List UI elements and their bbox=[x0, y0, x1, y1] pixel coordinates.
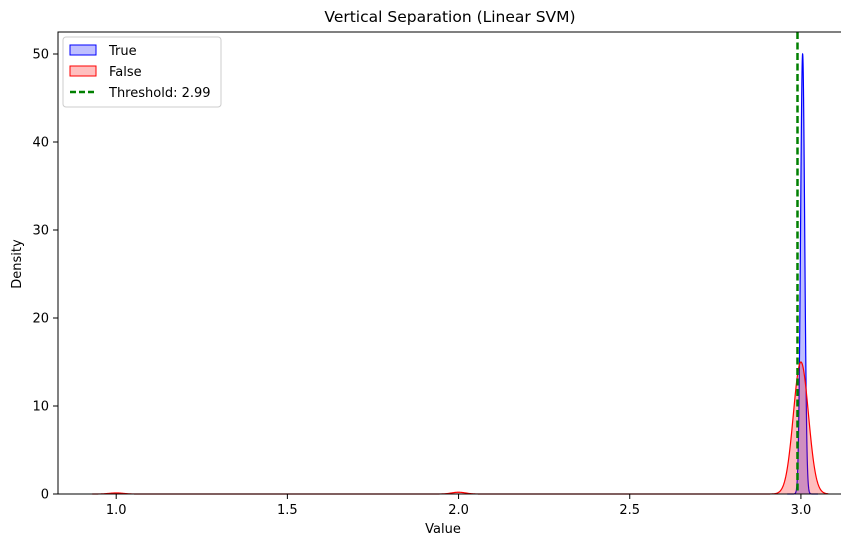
y-axis-label: Density bbox=[10, 239, 25, 289]
plot-area bbox=[57, 31, 841, 495]
x-tick-label: 1.5 bbox=[277, 503, 298, 518]
legend-label-false: False bbox=[109, 65, 142, 80]
density-area-false bbox=[92, 362, 829, 494]
legend-swatch-true bbox=[69, 44, 97, 56]
chart-title: Vertical Separation (Linear SVM) bbox=[324, 8, 575, 26]
legend-label-threshold: Threshold: 2.99 bbox=[108, 86, 211, 101]
x-tick-label: 3.0 bbox=[791, 503, 812, 518]
y-tick-label: 30 bbox=[32, 224, 49, 239]
y-tick-label: 10 bbox=[32, 400, 49, 415]
x-tick-label: 2.5 bbox=[619, 503, 640, 518]
legend-box bbox=[62, 36, 222, 108]
x-axis-label: Value bbox=[425, 522, 461, 537]
plot-frame bbox=[57, 31, 841, 495]
x-tick-label: 2.0 bbox=[448, 503, 469, 518]
y-tick-label: 40 bbox=[32, 136, 49, 151]
y-tick-label: 20 bbox=[32, 312, 49, 327]
legend: True False Threshold: 2.99 bbox=[62, 36, 222, 108]
legend-swatch-false bbox=[69, 65, 97, 77]
x-axis: 1.0 1.5 2.0 2.5 3.0 bbox=[106, 494, 811, 518]
y-tick-label: 0 bbox=[41, 488, 49, 503]
density-line-false bbox=[92, 361, 829, 495]
y-tick-label: 50 bbox=[32, 48, 49, 63]
y-axis: 0 10 20 30 40 50 bbox=[32, 48, 58, 503]
x-tick-label: 1.0 bbox=[106, 503, 127, 518]
legend-label-true: True bbox=[108, 44, 137, 59]
density-area-true bbox=[787, 54, 819, 494]
